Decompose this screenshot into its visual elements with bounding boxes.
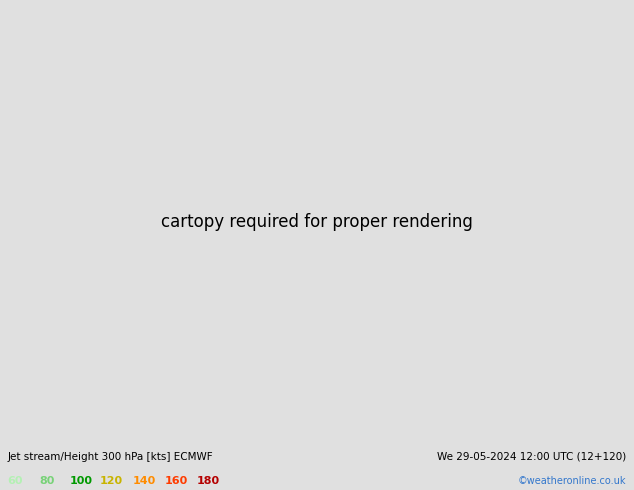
Text: 160: 160 bbox=[165, 476, 188, 487]
Text: 60: 60 bbox=[8, 476, 23, 487]
Text: 180: 180 bbox=[197, 476, 219, 487]
Text: 100: 100 bbox=[70, 476, 93, 487]
Text: We 29-05-2024 12:00 UTC (12+120): We 29-05-2024 12:00 UTC (12+120) bbox=[437, 452, 626, 462]
Text: 120: 120 bbox=[100, 476, 123, 487]
Text: ©weatheronline.co.uk: ©weatheronline.co.uk bbox=[518, 476, 626, 487]
Text: 140: 140 bbox=[133, 476, 157, 487]
Text: cartopy required for proper rendering: cartopy required for proper rendering bbox=[161, 214, 473, 231]
Text: Jet stream/Height 300 hPa [kts] ECMWF: Jet stream/Height 300 hPa [kts] ECMWF bbox=[8, 452, 213, 462]
Text: 80: 80 bbox=[39, 476, 55, 487]
